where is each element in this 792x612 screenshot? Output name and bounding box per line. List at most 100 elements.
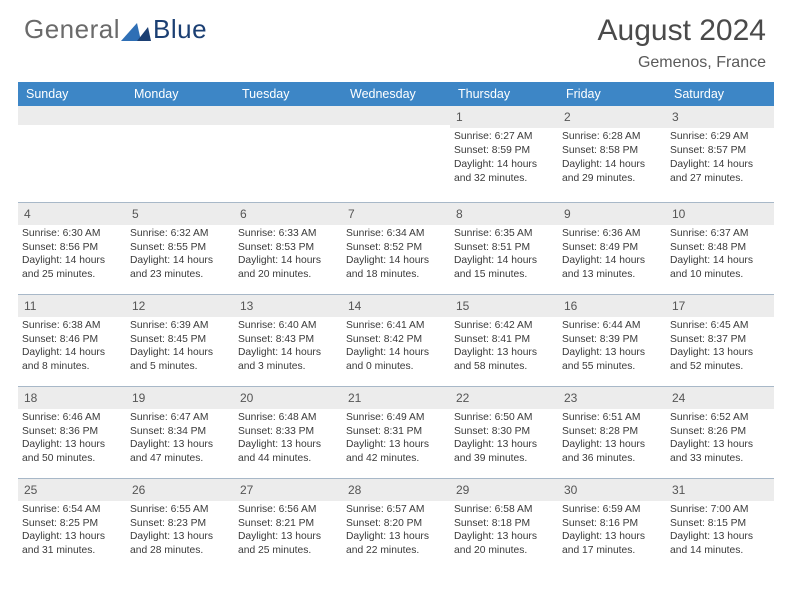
day-detail-line: Sunset: 8:46 PM <box>22 333 122 347</box>
day-detail-line: Sunrise: 6:30 AM <box>22 227 122 241</box>
day-detail-line: Daylight: 13 hours and 55 minutes. <box>562 346 662 374</box>
day-detail-line: Sunset: 8:58 PM <box>562 144 662 158</box>
day-detail-line: Daylight: 13 hours and 50 minutes. <box>22 438 122 466</box>
calendar-day-cell: 18Sunrise: 6:46 AMSunset: 8:36 PMDayligh… <box>18 386 126 478</box>
calendar-day-cell: 28Sunrise: 6:57 AMSunset: 8:20 PMDayligh… <box>342 478 450 570</box>
day-detail-line: Sunset: 8:25 PM <box>22 517 122 531</box>
day-detail: Sunrise: 6:36 AMSunset: 8:49 PMDaylight:… <box>558 225 666 285</box>
day-detail-line: Daylight: 14 hours and 32 minutes. <box>454 158 554 186</box>
calendar-day-cell: 16Sunrise: 6:44 AMSunset: 8:39 PMDayligh… <box>558 294 666 386</box>
day-detail-line: Daylight: 13 hours and 20 minutes. <box>454 530 554 558</box>
calendar-table: Sunday Monday Tuesday Wednesday Thursday… <box>18 82 774 570</box>
calendar-day-cell <box>234 106 342 202</box>
logo-text-left: General <box>24 14 120 45</box>
calendar-day-cell: 14Sunrise: 6:41 AMSunset: 8:42 PMDayligh… <box>342 294 450 386</box>
day-number: 30 <box>558 479 666 501</box>
day-detail: Sunrise: 6:58 AMSunset: 8:18 PMDaylight:… <box>450 501 558 561</box>
day-detail-line: Daylight: 13 hours and 47 minutes. <box>130 438 230 466</box>
day-detail-line: Sunset: 8:48 PM <box>670 241 770 255</box>
day-detail-line: Sunrise: 6:39 AM <box>130 319 230 333</box>
day-detail-line: Sunset: 8:33 PM <box>238 425 338 439</box>
day-detail-line: Daylight: 13 hours and 28 minutes. <box>130 530 230 558</box>
day-number: 3 <box>666 106 774 128</box>
day-number: 11 <box>18 295 126 317</box>
calendar-week-row: 25Sunrise: 6:54 AMSunset: 8:25 PMDayligh… <box>18 478 774 570</box>
calendar-day-cell <box>18 106 126 202</box>
day-detail-line: Sunset: 8:57 PM <box>670 144 770 158</box>
calendar-day-cell: 9Sunrise: 6:36 AMSunset: 8:49 PMDaylight… <box>558 202 666 294</box>
day-header: Wednesday <box>342 82 450 106</box>
calendar-day-cell: 23Sunrise: 6:51 AMSunset: 8:28 PMDayligh… <box>558 386 666 478</box>
day-detail: Sunrise: 6:30 AMSunset: 8:56 PMDaylight:… <box>18 225 126 285</box>
day-detail-line: Sunrise: 6:59 AM <box>562 503 662 517</box>
day-detail-line: Sunrise: 6:36 AM <box>562 227 662 241</box>
day-detail-line: Sunset: 8:37 PM <box>670 333 770 347</box>
day-detail-line: Daylight: 14 hours and 0 minutes. <box>346 346 446 374</box>
day-detail-line: Sunrise: 6:55 AM <box>130 503 230 517</box>
day-header: Monday <box>126 82 234 106</box>
day-number: 12 <box>126 295 234 317</box>
day-number <box>18 106 126 125</box>
day-detail-line: Daylight: 14 hours and 13 minutes. <box>562 254 662 282</box>
day-detail-line: Sunrise: 6:38 AM <box>22 319 122 333</box>
calendar-day-cell: 25Sunrise: 6:54 AMSunset: 8:25 PMDayligh… <box>18 478 126 570</box>
day-detail-line: Sunset: 8:18 PM <box>454 517 554 531</box>
day-detail: Sunrise: 6:27 AMSunset: 8:59 PMDaylight:… <box>450 128 558 188</box>
day-detail-line: Daylight: 13 hours and 14 minutes. <box>670 530 770 558</box>
calendar-day-cell: 21Sunrise: 6:49 AMSunset: 8:31 PMDayligh… <box>342 386 450 478</box>
calendar-day-cell: 29Sunrise: 6:58 AMSunset: 8:18 PMDayligh… <box>450 478 558 570</box>
day-detail-line: Sunset: 8:52 PM <box>346 241 446 255</box>
day-detail-line: Sunrise: 6:45 AM <box>670 319 770 333</box>
day-detail-line: Sunset: 8:39 PM <box>562 333 662 347</box>
day-detail: Sunrise: 6:47 AMSunset: 8:34 PMDaylight:… <box>126 409 234 469</box>
day-detail-line: Daylight: 14 hours and 5 minutes. <box>130 346 230 374</box>
day-number: 7 <box>342 203 450 225</box>
day-detail-line: Sunset: 8:34 PM <box>130 425 230 439</box>
day-number: 4 <box>18 203 126 225</box>
day-detail: Sunrise: 6:37 AMSunset: 8:48 PMDaylight:… <box>666 225 774 285</box>
day-detail-line: Daylight: 14 hours and 10 minutes. <box>670 254 770 282</box>
day-detail-line: Sunrise: 6:42 AM <box>454 319 554 333</box>
day-detail-line: Sunset: 8:21 PM <box>238 517 338 531</box>
day-detail: Sunrise: 6:54 AMSunset: 8:25 PMDaylight:… <box>18 501 126 561</box>
day-header: Tuesday <box>234 82 342 106</box>
day-detail: Sunrise: 6:57 AMSunset: 8:20 PMDaylight:… <box>342 501 450 561</box>
day-detail-line: Daylight: 13 hours and 22 minutes. <box>346 530 446 558</box>
day-detail-line: Sunset: 8:42 PM <box>346 333 446 347</box>
day-detail-line: Sunrise: 6:56 AM <box>238 503 338 517</box>
day-detail-line: Daylight: 14 hours and 8 minutes. <box>22 346 122 374</box>
day-detail-line: Daylight: 13 hours and 25 minutes. <box>238 530 338 558</box>
day-number: 25 <box>18 479 126 501</box>
day-detail-line: Sunset: 8:15 PM <box>670 517 770 531</box>
calendar-day-cell: 5Sunrise: 6:32 AMSunset: 8:55 PMDaylight… <box>126 202 234 294</box>
header: General Blue August 2024 Gemenos, France <box>0 0 792 76</box>
day-detail: Sunrise: 6:35 AMSunset: 8:51 PMDaylight:… <box>450 225 558 285</box>
day-number: 6 <box>234 203 342 225</box>
calendar-day-cell: 8Sunrise: 6:35 AMSunset: 8:51 PMDaylight… <box>450 202 558 294</box>
day-detail: Sunrise: 6:56 AMSunset: 8:21 PMDaylight:… <box>234 501 342 561</box>
day-detail-line: Daylight: 13 hours and 44 minutes. <box>238 438 338 466</box>
day-detail-line: Sunrise: 6:40 AM <box>238 319 338 333</box>
day-detail-line: Sunset: 8:56 PM <box>22 241 122 255</box>
day-detail: Sunrise: 6:48 AMSunset: 8:33 PMDaylight:… <box>234 409 342 469</box>
day-detail-line: Sunrise: 6:48 AM <box>238 411 338 425</box>
day-header: Friday <box>558 82 666 106</box>
day-number: 5 <box>126 203 234 225</box>
day-detail-line: Daylight: 13 hours and 33 minutes. <box>670 438 770 466</box>
day-detail-line: Daylight: 14 hours and 29 minutes. <box>562 158 662 186</box>
day-detail-line: Sunset: 8:51 PM <box>454 241 554 255</box>
day-detail-line: Sunset: 8:41 PM <box>454 333 554 347</box>
calendar-day-cell: 7Sunrise: 6:34 AMSunset: 8:52 PMDaylight… <box>342 202 450 294</box>
day-detail: Sunrise: 6:42 AMSunset: 8:41 PMDaylight:… <box>450 317 558 377</box>
day-detail-line: Sunset: 8:20 PM <box>346 517 446 531</box>
day-number: 26 <box>126 479 234 501</box>
day-number: 24 <box>666 387 774 409</box>
day-header-row: Sunday Monday Tuesday Wednesday Thursday… <box>18 82 774 106</box>
day-detail-line: Sunset: 8:28 PM <box>562 425 662 439</box>
day-detail: Sunrise: 6:32 AMSunset: 8:55 PMDaylight:… <box>126 225 234 285</box>
day-number: 18 <box>18 387 126 409</box>
day-detail-line: Sunrise: 6:51 AM <box>562 411 662 425</box>
day-detail: Sunrise: 6:33 AMSunset: 8:53 PMDaylight:… <box>234 225 342 285</box>
day-detail: Sunrise: 6:55 AMSunset: 8:23 PMDaylight:… <box>126 501 234 561</box>
calendar-day-cell: 11 Sunrise: 6:38 AMSunset: 8:46 PMDayligh… <box>18 294 126 386</box>
